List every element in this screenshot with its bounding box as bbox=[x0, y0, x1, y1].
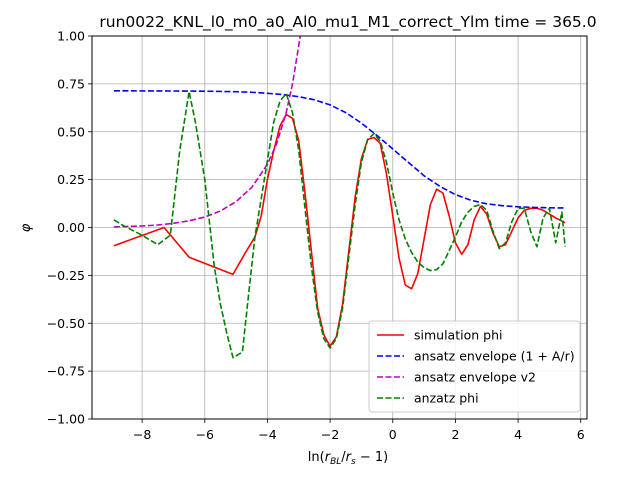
series-line-anzatz-phi bbox=[113, 90, 566, 359]
chart-title: run0022_KNL_l0_m0_a0_Al0_mu1_M1_correct_… bbox=[99, 13, 596, 32]
y-tick-label: 0.50 bbox=[57, 124, 85, 139]
x-axis-label-tail: − 1) bbox=[356, 450, 389, 465]
y-tick-label: −1.00 bbox=[47, 412, 85, 427]
x-axis-label-slash: / bbox=[341, 450, 346, 465]
y-tick-label: 0.75 bbox=[57, 76, 85, 91]
x-tick-label: −6 bbox=[196, 427, 214, 442]
series-line-ansatz-envelope-1-a-r bbox=[113, 90, 566, 209]
y-tick-label: 1.00 bbox=[57, 29, 85, 44]
legend-box bbox=[368, 320, 581, 413]
x-tick-label: −4 bbox=[258, 427, 276, 442]
x-axis-label-r-sub: BL bbox=[330, 457, 341, 467]
y-tick-label: −0.75 bbox=[47, 364, 85, 379]
x-tick-label: −2 bbox=[321, 427, 339, 442]
series-line-ansatz-envelope-v2 bbox=[113, 36, 302, 228]
x-tick-label: 4 bbox=[514, 427, 522, 442]
x-tick-label: 6 bbox=[577, 427, 585, 442]
y-axis-label: φ bbox=[19, 223, 34, 232]
legend-label-simulation-phi: simulation phi bbox=[414, 328, 502, 343]
ticks: −8 −6 −4 −2 0 2 4 6 −1.00 −0.75 −0.50 −0.25 0.00 0.25… bbox=[47, 29, 585, 443]
y-tick-label: 0.00 bbox=[57, 220, 85, 235]
y-tick-label: −0.50 bbox=[47, 316, 85, 331]
x-axis-label: ln(rBL/rs − 1) bbox=[308, 450, 388, 467]
x-tick-label: 0 bbox=[389, 427, 397, 442]
legend-label-anzatz-phi: anzatz phi bbox=[414, 391, 479, 406]
legend-label-ansatz-envelope-v2: ansatz envelope v2 bbox=[414, 370, 536, 385]
y-tick-label: 0.25 bbox=[57, 172, 85, 187]
x-axis-label-r: r bbox=[325, 450, 332, 465]
y-tick-label: −0.25 bbox=[47, 268, 85, 283]
legend-label-ansatz-envelope-1-a-r: ansatz envelope (1 + A/r) bbox=[414, 349, 575, 364]
series-line-simulation-phi bbox=[113, 113, 566, 348]
x-axis-label-rs-sub: s bbox=[351, 457, 356, 467]
series-layer bbox=[113, 36, 566, 359]
x-tick-label: −8 bbox=[133, 427, 151, 442]
x-axis-label-prefix: ln( bbox=[308, 450, 325, 465]
x-axis-label-rs: r bbox=[346, 450, 353, 465]
legend: simulation phi ansatz envelope (1 + A/r) a… bbox=[368, 320, 581, 413]
legend-entries: simulation phi ansatz envelope (1 + A/r) a… bbox=[377, 328, 575, 406]
x-tick-label: 2 bbox=[451, 427, 459, 442]
